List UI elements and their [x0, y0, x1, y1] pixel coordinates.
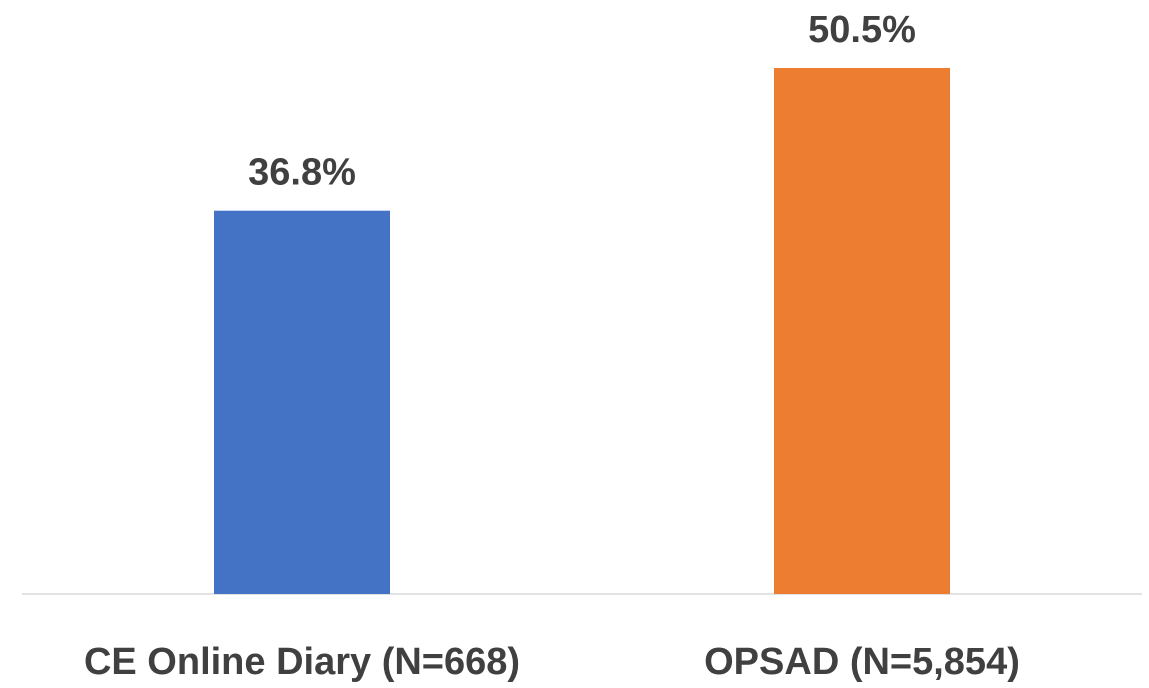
value-label: 50.5% — [808, 9, 916, 51]
bar — [774, 68, 950, 594]
bar — [214, 210, 390, 595]
x-tick-label: CE Online Diary (N=668) — [84, 641, 520, 683]
x-tick-label: OPSAD (N=5,854) — [704, 641, 1020, 683]
value-label: 36.8% — [248, 152, 356, 194]
